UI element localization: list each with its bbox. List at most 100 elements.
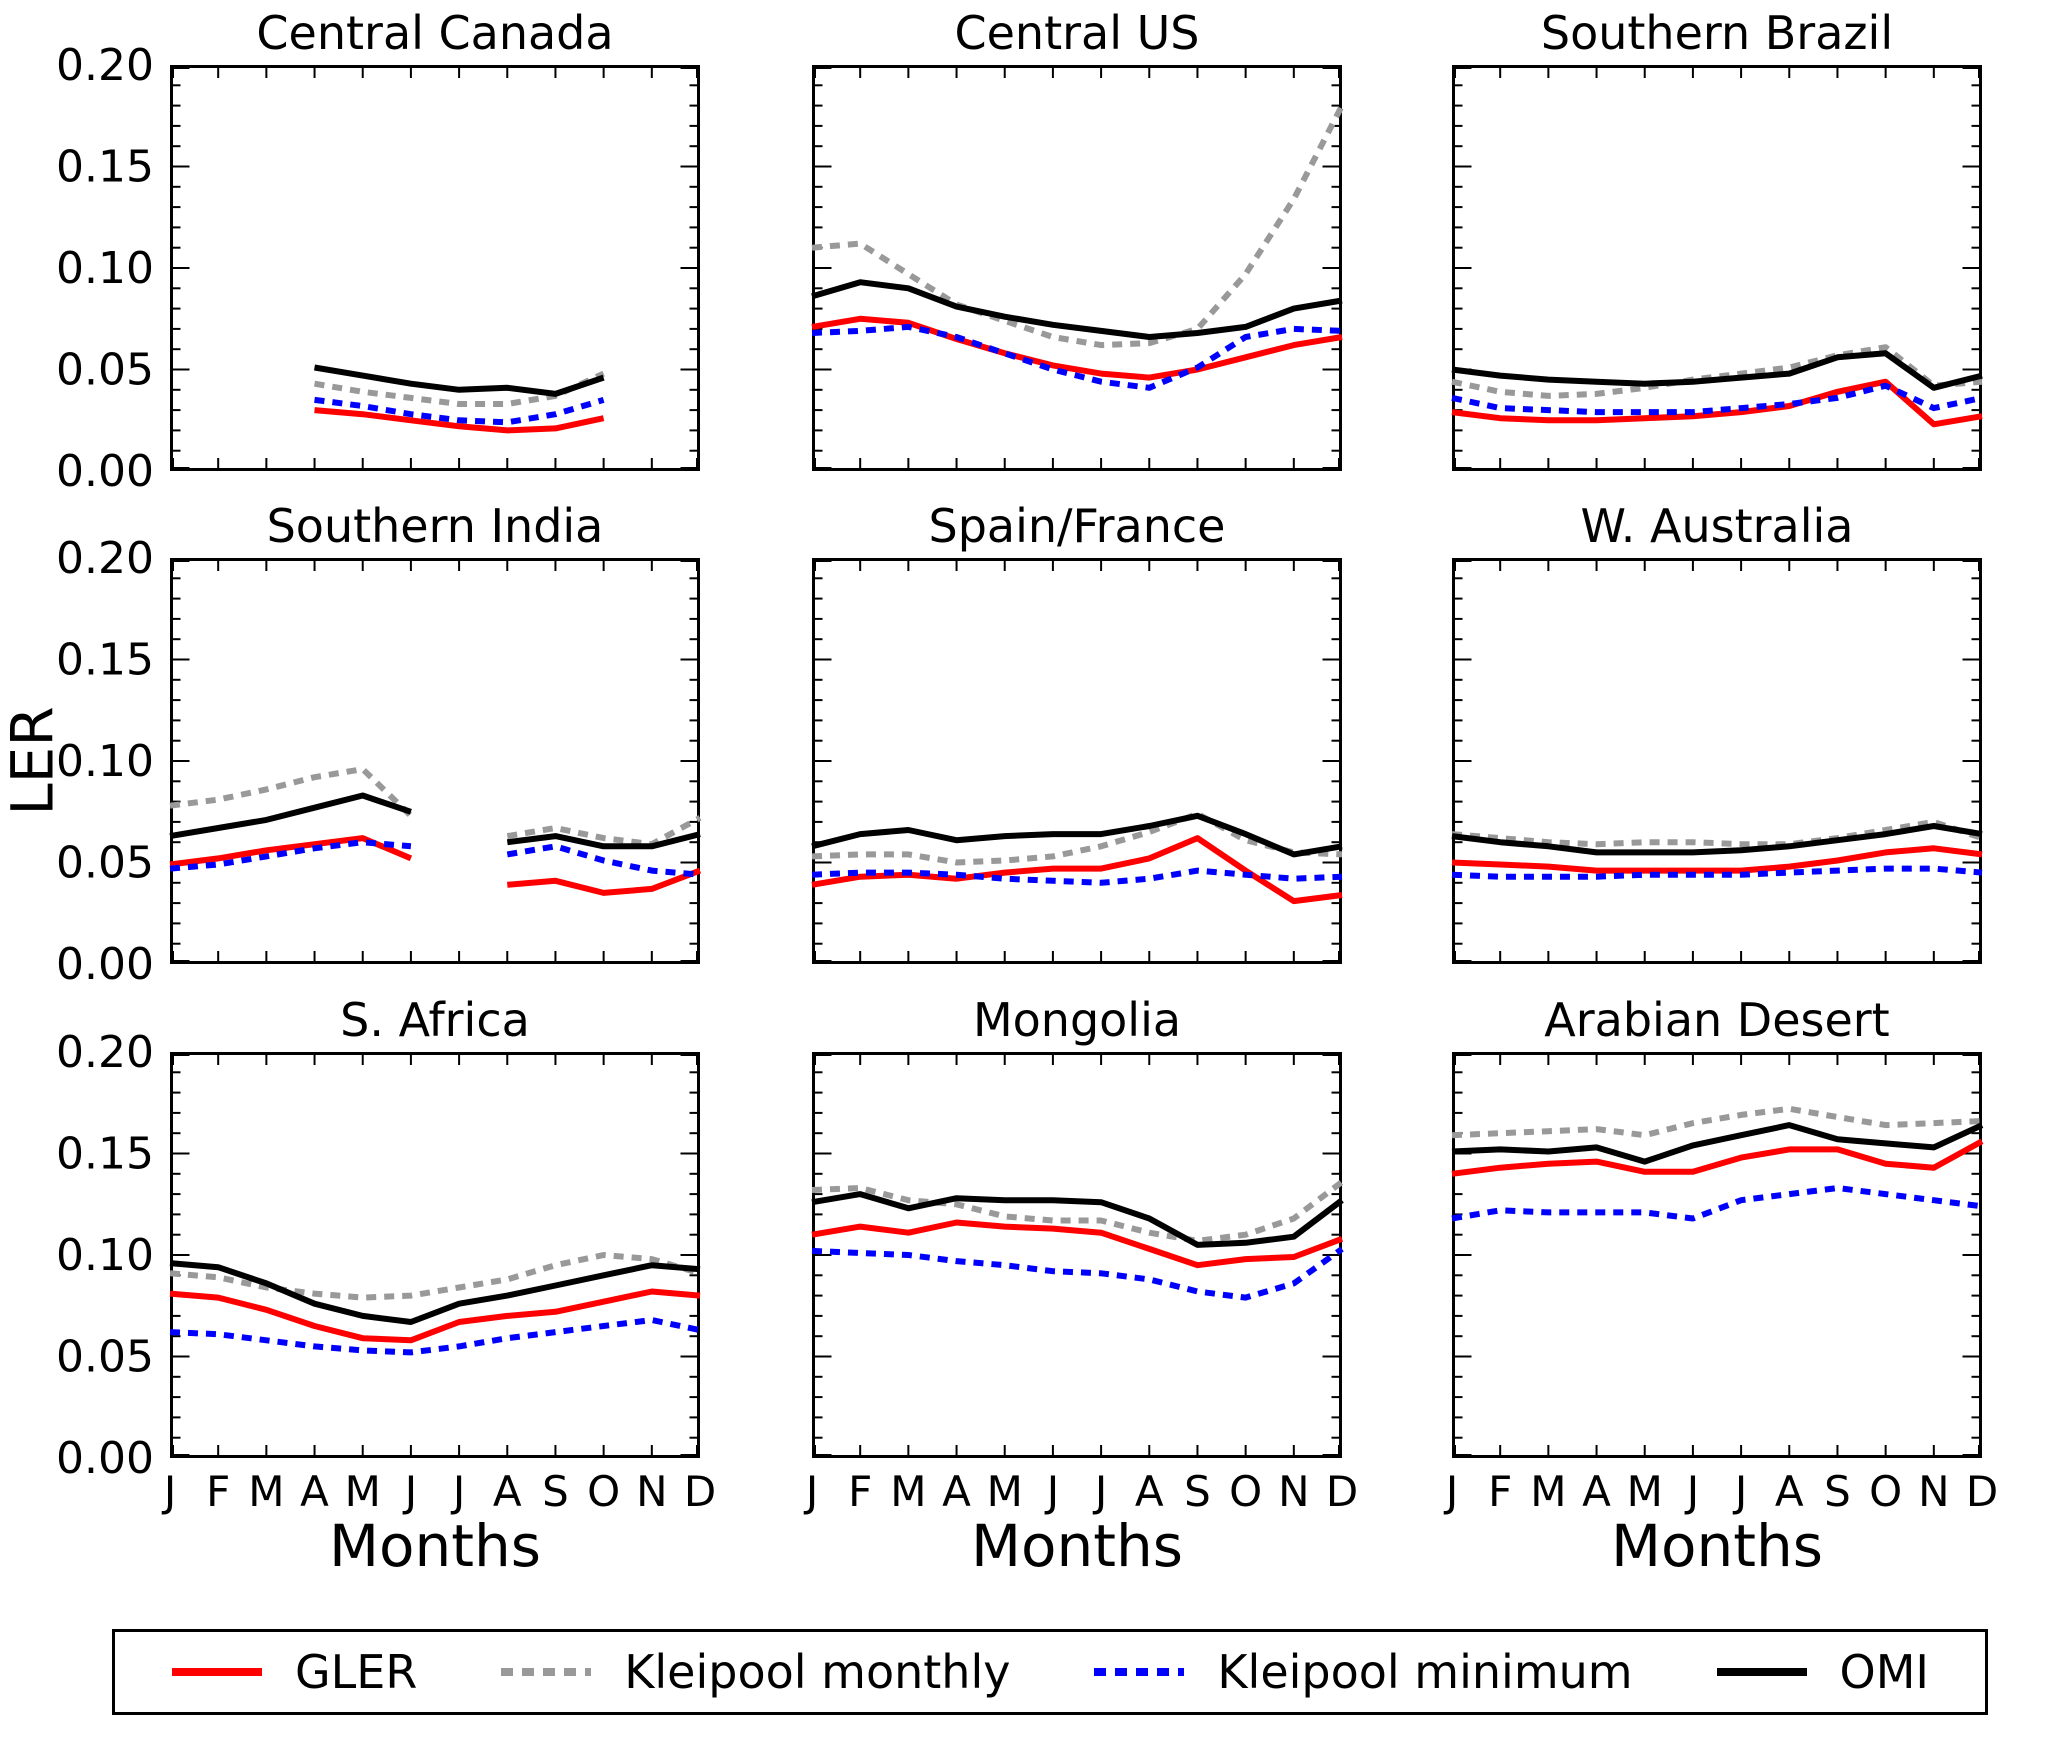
- panel-title: S. Africa: [340, 993, 530, 1047]
- x-tick-label: A: [942, 1467, 971, 1516]
- x-tick-label: F: [848, 1467, 872, 1516]
- panel-title: Arabian Desert: [1544, 993, 1890, 1047]
- plot-spain-france: [811, 558, 1343, 964]
- x-tick-label: F: [206, 1467, 230, 1516]
- legend: GLER Kleipool monthly Kleipool minimum O…: [112, 1629, 1988, 1715]
- panel-central-canada: Central Canada 0.20 0.15 0.10 0.05 0.00: [56, 6, 700, 497]
- series-line-kleipool-minimum: [811, 323, 1343, 391]
- series-line-kleipool-minimum: [506, 843, 701, 878]
- plot-frame: [812, 558, 1342, 964]
- x-tick-label: O: [1229, 1467, 1262, 1516]
- x-tick-label: D: [1326, 1467, 1358, 1516]
- x-axis-label: Months: [1610, 1512, 1823, 1580]
- panel-title: Central Canada: [256, 6, 614, 60]
- panel-w-australia: W. Australia: [1451, 499, 1983, 964]
- y-axis-label: LER: [0, 706, 67, 816]
- x-tick-label: D: [684, 1467, 716, 1516]
- series-line-kleipool-monthly: [1451, 1105, 1983, 1139]
- plot-frame: [170, 558, 700, 964]
- y-tick-label: 0.10: [56, 736, 154, 787]
- legend-sample-kleipool-monthly-line: [501, 1668, 592, 1676]
- x-tick-label: M: [987, 1467, 1023, 1516]
- series-line-omi: [811, 812, 1343, 858]
- legend-sample-omi-line: [1716, 1668, 1807, 1676]
- series-line-gler: [314, 407, 605, 434]
- x-tick-label: M: [890, 1467, 926, 1516]
- x-tick-label: J: [1044, 1467, 1059, 1516]
- series-line-kleipool-minimum: [169, 839, 412, 872]
- x-tick-label: M: [1627, 1467, 1663, 1516]
- y-tick-label: 0.20: [56, 533, 154, 584]
- panel-title: W. Australia: [1580, 499, 1854, 553]
- x-tick-label: A: [1135, 1467, 1164, 1516]
- plot-central-us: [811, 65, 1345, 471]
- legend-label: Kleipool minimum: [1217, 1645, 1633, 1699]
- x-tick-label: M: [345, 1467, 381, 1516]
- plot-s-africa: 0.200.150.100.050.00J F M A M J J A S O N D: [56, 1027, 716, 1516]
- x-tick-label: M: [248, 1467, 284, 1516]
- series-line-gler: [811, 1219, 1344, 1269]
- legend-item-kleipool-minimum: Kleipool minimum: [1093, 1645, 1633, 1699]
- legend-label: Kleipool monthly: [624, 1645, 1011, 1699]
- y-tick-label: 0.20: [56, 40, 154, 91]
- x-tick-label: S: [1184, 1467, 1211, 1516]
- panel-spain-france: Spain/France: [811, 499, 1343, 964]
- y-tick-label: 0.00: [56, 1433, 154, 1484]
- x-tick-label: J: [803, 1467, 818, 1516]
- x-tick-label: J: [402, 1467, 417, 1516]
- series-line-kleipool-monthly: [811, 104, 1345, 349]
- x-axis-label: Months: [328, 1512, 541, 1580]
- x-tick-label: O: [1869, 1467, 1902, 1516]
- x-tick-label: A: [1582, 1467, 1611, 1516]
- x-tick-label: F: [1488, 1467, 1512, 1516]
- series-line-kleipool-minimum: [1451, 1185, 1983, 1222]
- y-tick-label: 0.05: [56, 1332, 154, 1383]
- y-tick-label: 0.15: [56, 635, 154, 686]
- panel-title: Mongolia: [972, 993, 1182, 1047]
- y-tick-label: 0.05: [56, 838, 154, 889]
- series-line-kleipool-monthly: [506, 815, 702, 848]
- y-tick-label: 0.20: [56, 1027, 154, 1078]
- series-line-gler: [811, 835, 1343, 905]
- x-tick-label: N: [636, 1467, 667, 1516]
- x-tick-label: A: [493, 1467, 522, 1516]
- x-tick-label: J: [161, 1467, 176, 1516]
- plot-frame: [1452, 65, 1982, 471]
- panel-southern-brazil: Southern Brazil: [1451, 6, 1983, 471]
- series-line-gler: [1451, 378, 1983, 428]
- plot-frame: [170, 1052, 700, 1458]
- series-line-omi: [811, 279, 1343, 340]
- panel-southern-india: Southern India 0.20 0.15 0.10 0.05 0.00: [56, 499, 702, 990]
- y-tick-label: 0.05: [56, 345, 154, 396]
- x-tick-label: J: [1732, 1467, 1747, 1516]
- series-line-gler: [507, 867, 702, 896]
- x-tick-label: J: [1092, 1467, 1107, 1516]
- series-line-kleipool-monthly: [169, 766, 413, 818]
- panel-title: Southern Brazil: [1540, 6, 1894, 60]
- panel-title: Central US: [954, 6, 1200, 60]
- x-tick-label: A: [1775, 1467, 1804, 1516]
- series-line-gler: [1451, 1138, 1984, 1177]
- legend-sample-gler-line: [172, 1668, 262, 1676]
- y-tick-label: 0.10: [56, 243, 154, 294]
- legend-item-omi: OMI: [1716, 1645, 1929, 1699]
- legend-label: OMI: [1839, 1645, 1929, 1699]
- series-line-omi: [169, 1260, 701, 1325]
- legend-label: GLER: [295, 1645, 418, 1699]
- x-tick-label: N: [1918, 1467, 1949, 1516]
- x-tick-label: O: [587, 1467, 620, 1516]
- plot-frame: [170, 65, 700, 471]
- panel-central-us: Central US: [811, 6, 1345, 471]
- series-line-gler: [811, 315, 1343, 381]
- y-tick-label: 0.15: [56, 1129, 154, 1180]
- y-tick-label: 0.00: [56, 446, 154, 497]
- series-line-kleipool-monthly: [1451, 344, 1983, 399]
- series-line-kleipool-monthly: [811, 810, 1343, 866]
- x-tick-label: S: [542, 1467, 569, 1516]
- legend-sample-kleipool-minimum-line: [1094, 1668, 1185, 1676]
- x-axis-label: Months: [970, 1512, 1183, 1580]
- plot-frame: [1452, 1052, 1982, 1458]
